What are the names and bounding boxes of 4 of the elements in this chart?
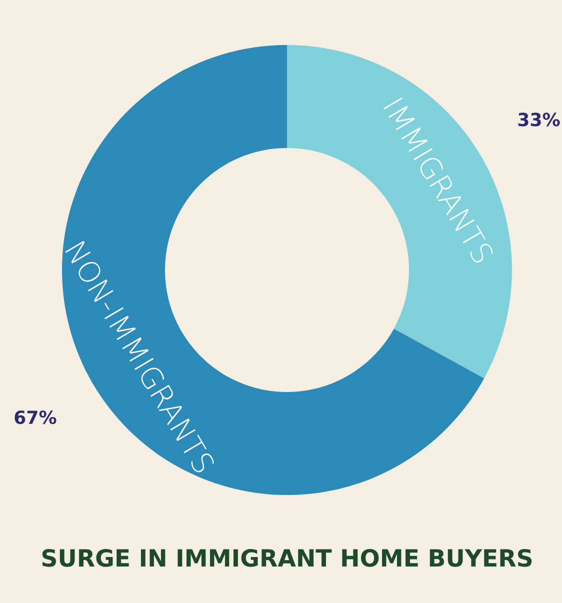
data-label: 67% <box>14 410 56 424</box>
data-label: 33% <box>518 112 560 126</box>
text: SURGE IN IMMIGRANT HOME BUYERS <box>42 548 532 567</box>
donut-slice <box>287 45 512 378</box>
